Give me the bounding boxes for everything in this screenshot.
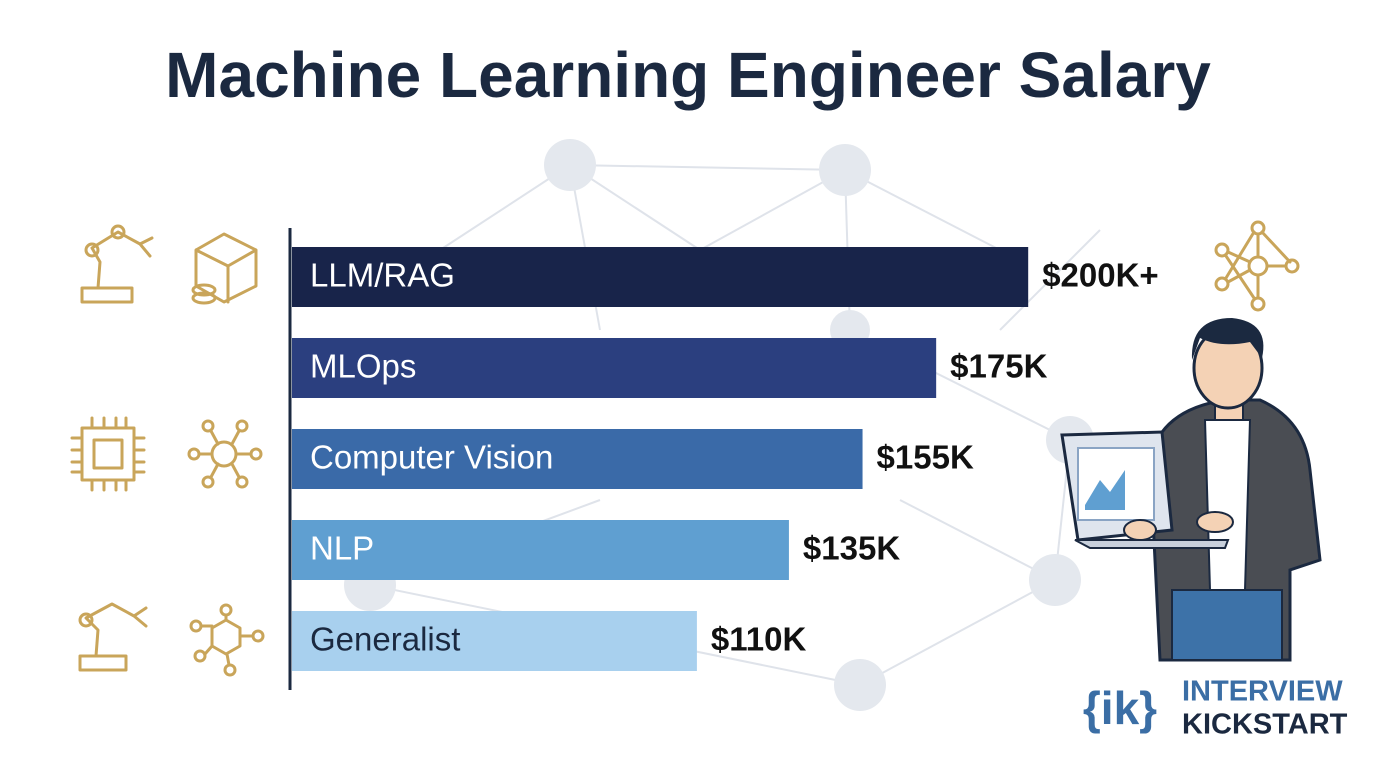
bar (292, 247, 1029, 307)
bar (292, 338, 937, 398)
value-label: $200K+ (1042, 257, 1159, 294)
logo-line: KICKSTART (1182, 709, 1348, 741)
chip-icon (70, 416, 146, 492)
category-label: MLOps (310, 348, 416, 385)
logo-line: INTERVIEW (1182, 676, 1343, 708)
network-icon (187, 419, 263, 489)
category-label: Computer Vision (310, 439, 553, 476)
chart-title: Machine Learning Engineer Salary (165, 39, 1211, 111)
logo: {ik} INTERVIEW KICKSTART (1083, 676, 1348, 741)
network-icon (1214, 220, 1300, 312)
category-label: Generalist (310, 621, 460, 658)
person-illustration (1060, 318, 1322, 662)
bars: LLM/RAG $200K+ MLOps $175K Computer Vision $1… (292, 247, 1159, 671)
category-label: LLM/RAG (310, 257, 455, 294)
value-label: $155K (877, 439, 974, 476)
cube-icon (191, 232, 258, 305)
nodes-cube-icon (189, 603, 265, 677)
bar (292, 429, 863, 489)
value-label: $110K (711, 621, 807, 658)
icons (70, 220, 1300, 677)
bar (292, 520, 789, 580)
value-label: $175K (950, 348, 1047, 385)
robot-arm-icon (80, 224, 154, 304)
category-label: NLP (310, 530, 374, 567)
logo-mark: {ik} (1083, 682, 1157, 734)
robot-arm-icon (78, 602, 148, 672)
bar (292, 611, 697, 671)
value-label: $135K (803, 530, 900, 567)
